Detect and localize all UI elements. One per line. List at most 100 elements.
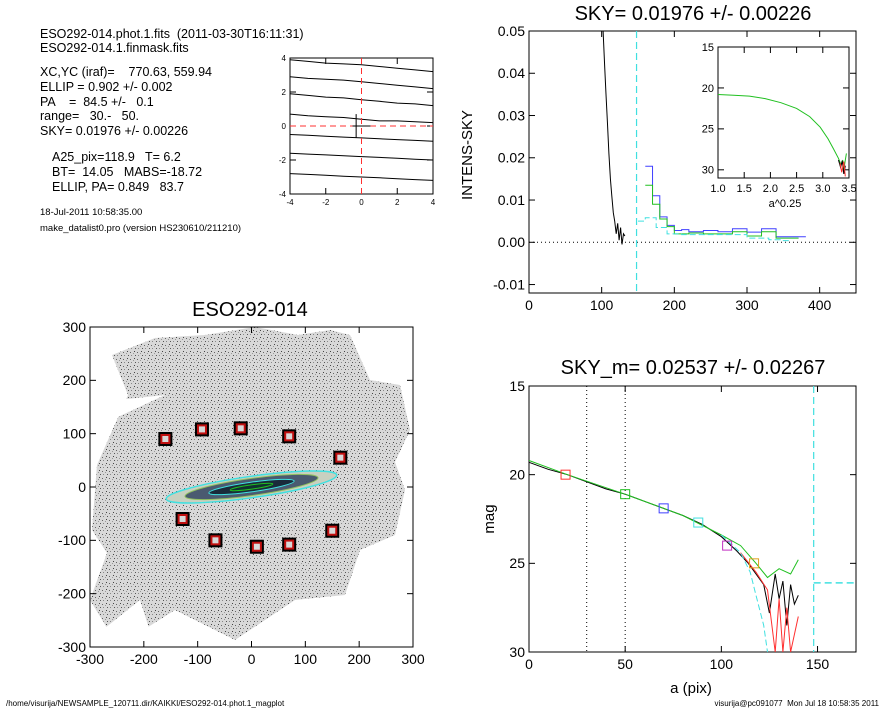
- profile-xtick-label: 100: [710, 656, 734, 672]
- profile-frame: [528, 385, 857, 653]
- image-ytick-label: 0: [78, 479, 86, 495]
- profile-ytick-label: 20: [509, 467, 525, 483]
- sky-ytick-label: -0.01: [493, 276, 525, 292]
- image-xtick-label: 0: [248, 651, 256, 667]
- profile-ylabel: mag: [481, 504, 498, 533]
- sky-series-step: [645, 165, 806, 238]
- sky-inset-xlabel: a^0.25: [769, 198, 802, 210]
- profile-series: [528, 386, 856, 653]
- header-mask-line: ESO292-014.1.finmask.fits: [40, 41, 189, 55]
- sky-frame: [528, 30, 857, 294]
- profile-marker-square: [693, 517, 704, 528]
- residual-xtick-label: 4: [431, 198, 436, 207]
- sky-xtick-label: 300: [735, 297, 759, 313]
- sky-ytick-label: 0.02: [498, 150, 525, 166]
- image-ytick-label: -300: [58, 639, 86, 655]
- profile-series-line: [740, 552, 799, 653]
- residual-xtick-label: 0: [359, 198, 364, 207]
- sky-inset-ytick-label: 15: [702, 42, 714, 54]
- sky-series-step: [638, 217, 792, 242]
- image-ytick-label: 200: [63, 372, 87, 388]
- header-date: 18-Jul-2011 10:58:35.00: [40, 207, 143, 218]
- sky-ytick-label: 0.04: [498, 65, 525, 81]
- sky-inset-xtick-label: 2.0: [763, 183, 778, 195]
- image-galaxy: [165, 470, 338, 504]
- profile-marker-square: [722, 540, 733, 551]
- image-ytick-label: 100: [63, 426, 87, 442]
- image-xtick-label: -300: [76, 651, 104, 667]
- profile-xtick-label: 0: [525, 656, 533, 672]
- profile-title: SKY_m= 0.02537 +/- 0.02267: [561, 357, 826, 379]
- residual-ytick-label: -4: [279, 190, 287, 199]
- image-reference-square-inner: [329, 527, 336, 534]
- header-a25: A25_pix=118.9 T= 6.2: [52, 150, 181, 164]
- sky-ticks: 0 100 200 300 400 -0.01 0.00 0.01 0.02 0.03 0.04 0.…: [493, 23, 856, 313]
- image-mask-band-lower: [90, 600, 155, 647]
- profile-panel: SKY_m= 0.02537 +/- 0.02267 mag a (pix) 0…: [481, 357, 857, 697]
- sky-ytick-label: 0.03: [498, 107, 525, 123]
- profile-ytick-label: 30: [509, 644, 525, 660]
- image-xtick-label: -100: [184, 651, 212, 667]
- sky-series-step: [645, 184, 799, 239]
- residual-ytick-label: -2: [279, 156, 287, 165]
- residual-xtick-label: -2: [322, 198, 330, 207]
- sky-ytick-label: 0.01: [498, 192, 525, 208]
- profile-marker-square: [560, 469, 571, 480]
- header-ellip-pa: ELLIP, PA= 0.849 83.7: [52, 180, 184, 194]
- header-bt: BT= 14.05 MABS=-18.72: [52, 165, 203, 179]
- residual-contour-line: [289, 173, 434, 181]
- sky-panel: SKY= 0.01976 +/- 0.00226 INTENS-SKY 0 100…: [459, 3, 857, 313]
- sky-title: SKY= 0.01976 +/- 0.00226: [575, 3, 812, 25]
- image-reference-squares: [158, 421, 348, 554]
- image-xtick-label: 100: [294, 651, 318, 667]
- sky-xtick-label: 200: [663, 297, 687, 313]
- sky-xtick-label: 400: [808, 297, 832, 313]
- profile-ytick-label: 25: [509, 555, 525, 571]
- profile-series-line: [721, 534, 768, 653]
- profile-marker-square: [658, 503, 669, 514]
- header-sky: SKY= 0.01976 +/- 0.00226: [40, 124, 189, 138]
- residual-ytick-label: 2: [282, 88, 287, 97]
- profile-xtick-label: 50: [617, 656, 633, 672]
- sky-inset-ytick-label: 30: [702, 165, 714, 177]
- galaxy-core: [229, 482, 274, 492]
- profile-markers: [560, 469, 760, 569]
- image-title: ESO292-014: [192, 299, 308, 321]
- image-reference-square-inner: [212, 537, 219, 544]
- residual-xtick-label: 2: [395, 198, 400, 207]
- image-reference-square-inner: [179, 516, 186, 522]
- sky-inset-xtick-label: 1.5: [737, 183, 752, 195]
- sky-series: [529, 30, 856, 293]
- image-mask-band-left: [90, 395, 165, 430]
- residual-ytick-label: 4: [282, 54, 287, 63]
- residual-contours: [289, 58, 434, 194]
- image-xtick-label: -200: [130, 651, 158, 667]
- sky-xtick-label: 0: [525, 297, 533, 313]
- image-ytick-label: -200: [58, 586, 86, 602]
- image-ticks: -300 -200 -100 0 100 200 300 -300 -200 -100 0 100 20…: [58, 319, 425, 667]
- profile-series-line: [528, 460, 799, 579]
- image-xtick-label: 200: [347, 651, 371, 667]
- sky-ytick-label: 0.00: [498, 234, 525, 250]
- footer-user: visurija@pc091077 Mon Jul 18 10:58:35 20…: [714, 699, 879, 708]
- sky-inset-xtick-label: 2.5: [789, 183, 804, 195]
- header-program: make_datalist0.pro (version HS230610/211…: [40, 223, 242, 234]
- header-fits-line: ESO292-014.phot.1.fits (2011-03-30T16:11…: [40, 27, 304, 41]
- residual-panel: -4 -2 0 2 4 4 2 0 -2 -4: [279, 54, 436, 207]
- sky-inset-ticks: 1.0 1.5 2.0 2.5 3.0 3.5 15 20 25 30: [702, 42, 857, 195]
- footer-path: /home/visurija/NEWSAMPLE_120711.dir/KAIK…: [6, 699, 285, 708]
- sky-series-line: [602, 30, 626, 245]
- sky-inset-xtick-label: 1.0: [710, 183, 725, 195]
- sky-xtick-label: 100: [590, 297, 614, 313]
- image-reference-square-inner: [253, 543, 260, 550]
- sky-ylabel: INTENS-SKY: [459, 110, 476, 200]
- residual-contour-line: [289, 152, 434, 161]
- profile-marker-square: [620, 489, 631, 500]
- image-ytick-label: -100: [58, 532, 86, 548]
- sky-inset-xtick-label: 3.5: [841, 183, 856, 195]
- residual-contour-line: [289, 59, 434, 73]
- profile-ticks: 0 50 100 150 15 20 25 30: [509, 378, 856, 672]
- residual-contour-line: [289, 134, 434, 142]
- sky-inset-ytick-label: 25: [702, 124, 714, 136]
